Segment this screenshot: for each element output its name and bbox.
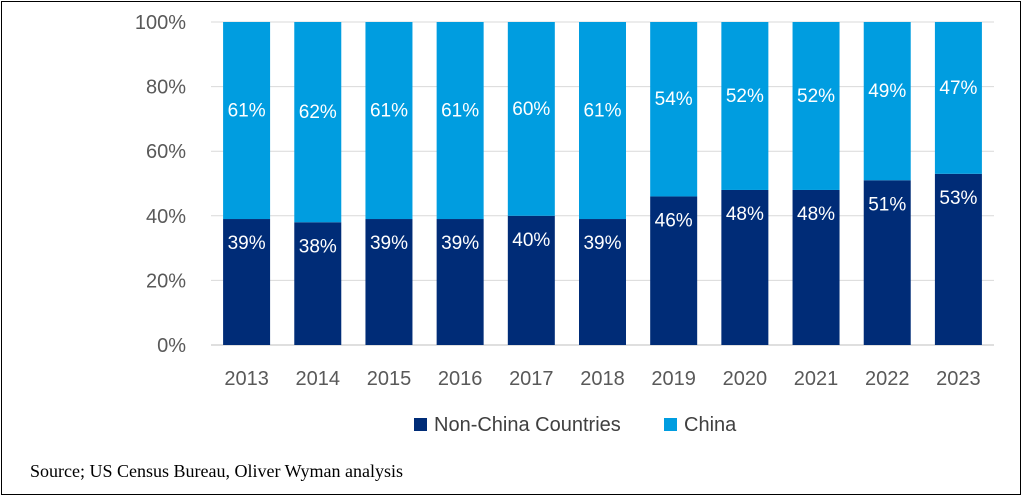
- x-tick-label: 2021: [794, 368, 839, 390]
- data-label: 48%: [797, 204, 835, 225]
- bar-china: [792, 22, 840, 190]
- data-label: 39%: [441, 233, 479, 254]
- legend-label: China: [684, 414, 737, 436]
- bar-china: [579, 22, 626, 220]
- bar-non-china: [721, 189, 769, 345]
- data-label: 62%: [299, 102, 337, 123]
- bar-china: [223, 22, 271, 220]
- bar-china: [721, 22, 769, 190]
- bar-non-china: [365, 219, 413, 345]
- bar-china: [294, 22, 342, 223]
- bar-china: [863, 22, 911, 181]
- data-label: 48%: [726, 204, 764, 225]
- data-label: 53%: [939, 188, 977, 209]
- data-label: 39%: [370, 233, 408, 254]
- data-label: 38%: [299, 236, 337, 257]
- x-tick-label: 2023: [936, 368, 981, 390]
- legend-label: Non-China Countries: [434, 414, 621, 436]
- data-label: 47%: [939, 78, 977, 99]
- data-label: 49%: [868, 81, 906, 102]
- data-label: 61%: [228, 101, 266, 122]
- bar-non-china: [294, 222, 342, 345]
- bar-china: [365, 22, 413, 220]
- x-tick-label: 2019: [651, 368, 696, 390]
- bar-non-china: [934, 173, 982, 345]
- source-note: Source; US Census Bureau, Oliver Wyman a…: [30, 461, 404, 481]
- data-label: 61%: [441, 101, 479, 122]
- data-label: 61%: [370, 101, 408, 122]
- bar-china: [934, 22, 982, 174]
- bar-china: [507, 22, 555, 216]
- y-tick-label: 60%: [146, 141, 186, 163]
- data-label: 52%: [797, 86, 835, 107]
- x-tick-label: 2022: [865, 368, 910, 390]
- bar-non-china: [650, 196, 698, 345]
- x-tick-label: 2017: [509, 368, 554, 390]
- y-tick-label: 20%: [146, 270, 186, 292]
- y-tick-label: 80%: [146, 77, 186, 99]
- y-tick-label: 40%: [146, 206, 186, 228]
- bar-non-china: [507, 215, 555, 345]
- bar-non-china: [223, 219, 271, 345]
- bar-non-china: [863, 180, 911, 345]
- data-label: 54%: [655, 89, 693, 110]
- x-tick-label: 2016: [438, 368, 483, 390]
- x-tick-label: 2015: [367, 368, 412, 390]
- y-tick-label: 0%: [157, 335, 186, 357]
- data-label: 51%: [868, 194, 906, 215]
- x-tick-label: 2018: [580, 368, 625, 390]
- stacked-bar-chart: 0% 20% 40% 60% 80% 100% 39% 61% 2013 38% 62% 2014 39…: [135, 12, 994, 436]
- data-label: 60%: [512, 99, 550, 120]
- data-label: 39%: [583, 233, 621, 254]
- data-label: 52%: [726, 86, 764, 107]
- bar-china: [650, 22, 698, 197]
- bar-non-china: [792, 189, 840, 345]
- x-tick-label: 2013: [224, 368, 269, 390]
- x-tick-label: 2020: [723, 368, 768, 390]
- bar-non-china: [579, 219, 626, 345]
- data-label: 39%: [228, 233, 266, 254]
- legend-swatch: [414, 418, 427, 431]
- y-tick-label: 100%: [135, 12, 186, 34]
- data-label: 40%: [512, 230, 550, 251]
- data-label: 61%: [583, 101, 621, 122]
- x-tick-label: 2014: [296, 368, 341, 390]
- data-label: 46%: [655, 210, 693, 231]
- bar-non-china: [436, 219, 484, 345]
- legend-swatch: [664, 418, 677, 431]
- bar-china: [436, 22, 484, 220]
